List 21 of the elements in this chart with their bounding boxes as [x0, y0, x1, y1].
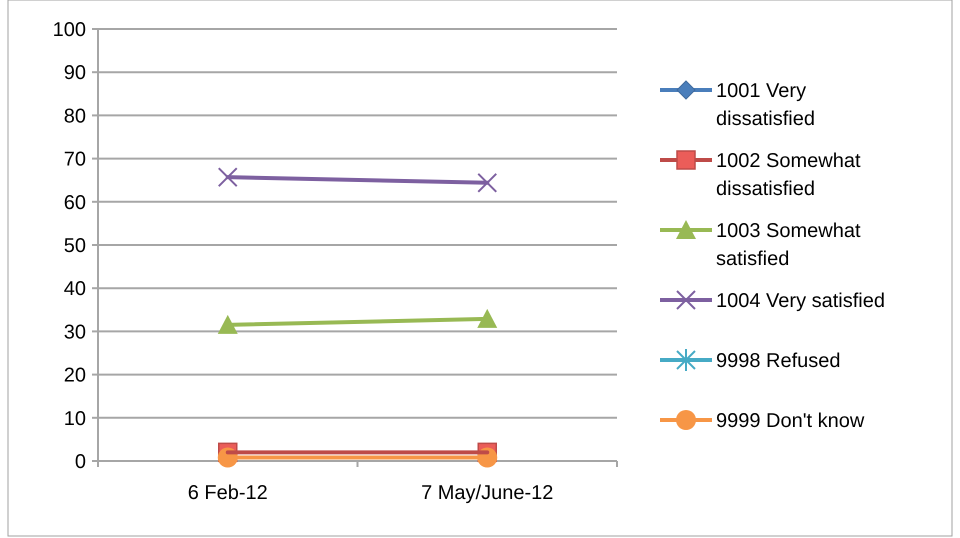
- x-tick-label: 6 Feb-12: [188, 482, 268, 504]
- y-tick-label: 40: [64, 278, 86, 300]
- y-tick-label: 60: [64, 192, 86, 214]
- legend-label: 1003 Somewhat satisfied: [716, 220, 861, 270]
- y-tick-label: 100: [52, 19, 86, 41]
- legend-label: 1001 Very dissatisfied: [716, 80, 815, 130]
- y-tick-label: 30: [64, 321, 86, 344]
- legend-label: 9999 Don't know: [716, 410, 865, 432]
- legend-label: 1002 Somewhat dissatisfied: [716, 150, 861, 200]
- legend-label: 9998 Refused: [716, 350, 841, 372]
- point: [477, 172, 498, 193]
- y-tick-label: 50: [64, 235, 86, 257]
- point: [218, 167, 238, 188]
- x-tick-label: 7 May/June-12: [421, 482, 554, 504]
- y-tick-label: 90: [64, 62, 86, 84]
- y-tick-label: 70: [64, 148, 86, 171]
- y-tick-label: 80: [64, 105, 86, 128]
- y-tick-label: 10: [64, 408, 86, 430]
- y-tick-label: 0: [74, 451, 86, 473]
- legend-label: 1004 Very satisfied: [716, 290, 885, 312]
- y-tick-label: 20: [64, 364, 86, 387]
